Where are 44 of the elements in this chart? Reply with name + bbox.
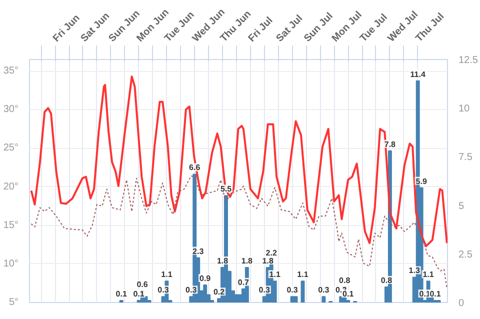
y2-tick-label: 0	[458, 298, 464, 309]
data-label: 0.3	[158, 286, 170, 295]
y-tick-label: 5°	[8, 297, 18, 308]
data-label: 1.8	[262, 256, 274, 266]
data-label: 11.4	[410, 70, 426, 79]
data-label: 0.1	[116, 290, 128, 299]
data-label: 0.1	[419, 290, 431, 299]
data-label: 6.6	[189, 163, 201, 172]
data-label: 1.8	[241, 256, 254, 266]
data-label: 1.1	[161, 270, 173, 280]
data-label: 1.8	[216, 256, 229, 266]
y-tick-label: 35°	[3, 66, 19, 77]
y2-tick-label: 12.5	[458, 55, 478, 66]
data-label: 0.3	[186, 286, 198, 295]
data-label: 0.3	[318, 286, 330, 295]
data-label: 1.3	[408, 266, 420, 276]
data-label: 2.2	[266, 248, 278, 258]
data-label: 0.3	[286, 286, 298, 295]
data-label: 0.9	[200, 274, 212, 284]
data-label: 1.1	[422, 270, 434, 280]
y-tick-label: 15°	[3, 220, 19, 231]
x-tick-label: Fri Jun	[51, 12, 82, 44]
data-label: 5.9	[416, 176, 428, 186]
data-label: 2.3	[192, 246, 204, 256]
y-tick-label: 10°	[3, 258, 19, 270]
data-label: 0.7	[238, 278, 250, 287]
data-label: 1.1	[269, 270, 281, 280]
x-tick-label: Sat Jul	[274, 12, 306, 44]
y2-tick-label: 2.5	[458, 249, 473, 260]
y2-tick-label: 5	[458, 200, 464, 212]
data-label: 7.8	[384, 140, 396, 149]
data-label: 0.1	[430, 290, 442, 299]
data-label: 0.6	[136, 280, 148, 289]
y2-tick-label: 7.5	[458, 152, 473, 164]
y-tick-label: 20°	[3, 181, 19, 192]
y2-tick-label: 10	[458, 104, 470, 115]
y-tick-label: 25°	[3, 142, 19, 154]
data-label: 0.3	[258, 286, 270, 295]
data-label: 0.1	[133, 290, 145, 299]
data-label: 0.8	[339, 276, 351, 285]
data-label: 1.1	[297, 270, 309, 280]
y-tick-label: 30°	[3, 104, 19, 116]
data-label: 0.8	[380, 276, 393, 285]
data-label: 0.2	[213, 288, 226, 297]
